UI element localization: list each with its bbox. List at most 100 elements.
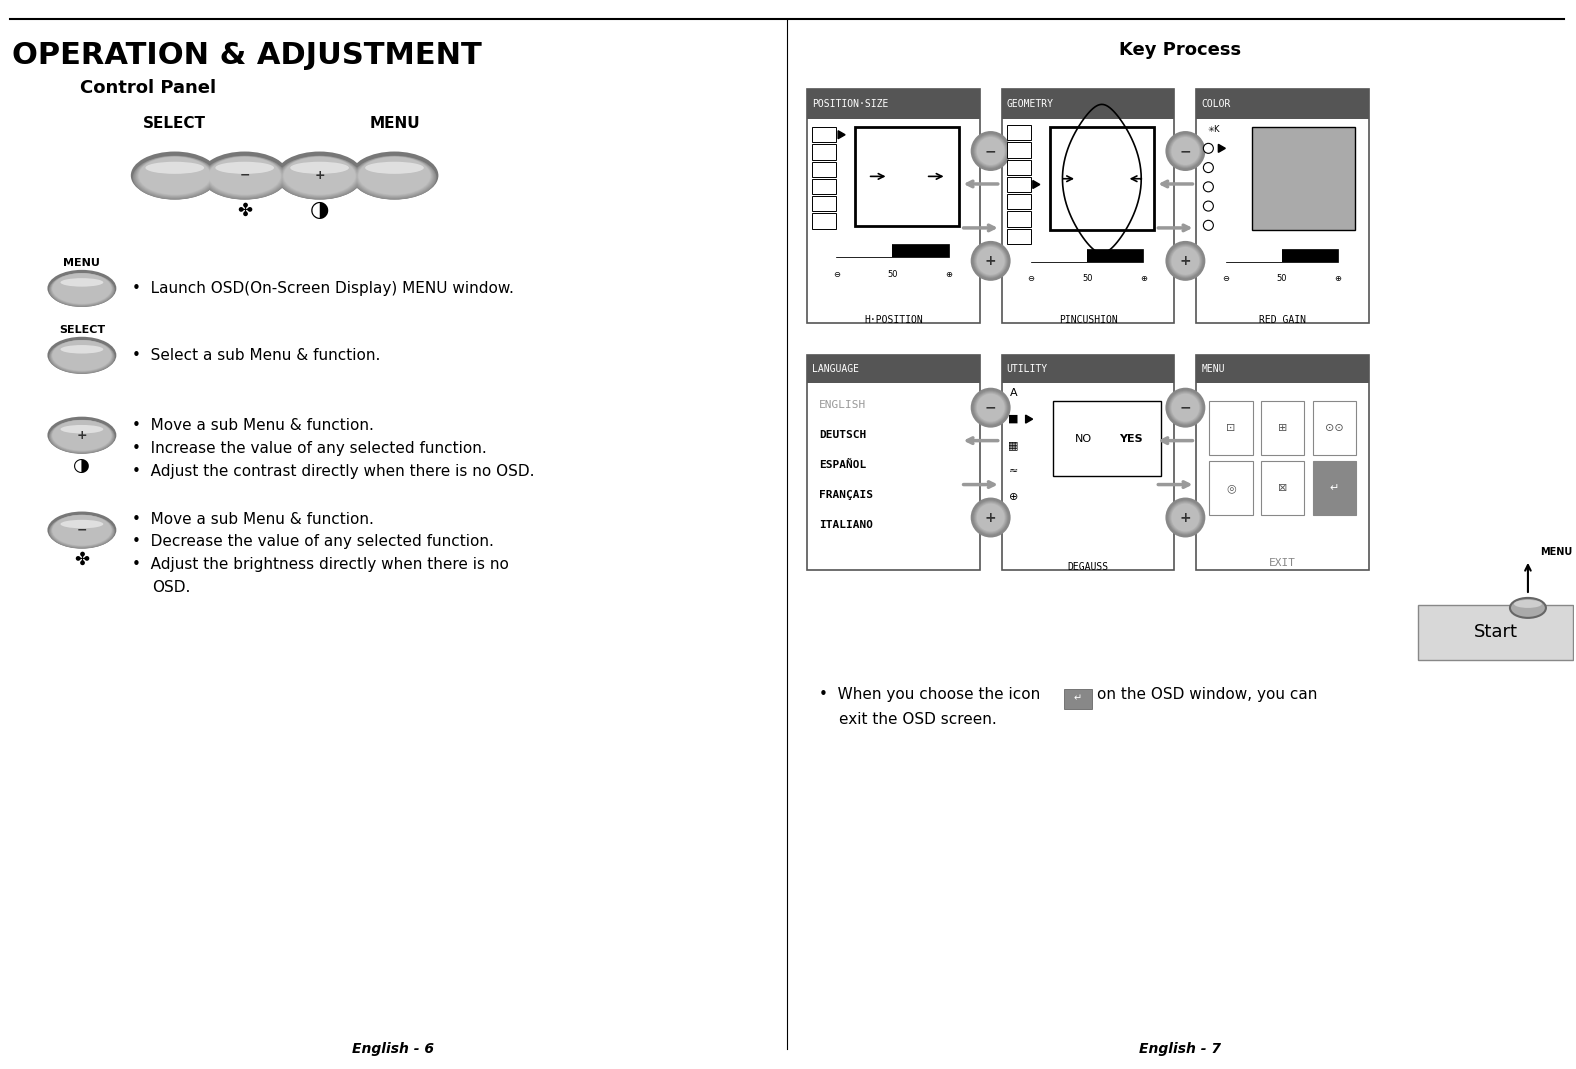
- Ellipse shape: [60, 425, 104, 433]
- FancyBboxPatch shape: [1226, 249, 1338, 262]
- Ellipse shape: [47, 337, 117, 374]
- FancyBboxPatch shape: [1050, 127, 1154, 230]
- Ellipse shape: [1171, 137, 1199, 165]
- Ellipse shape: [1168, 390, 1204, 425]
- Ellipse shape: [976, 502, 1005, 532]
- Ellipse shape: [49, 515, 113, 548]
- Text: •  Adjust the brightness directly when there is no: • Adjust the brightness directly when th…: [132, 557, 509, 573]
- FancyBboxPatch shape: [1226, 249, 1281, 262]
- Ellipse shape: [50, 274, 113, 305]
- Text: ⊖: ⊖: [832, 269, 840, 279]
- Text: ✤: ✤: [74, 551, 90, 569]
- Text: ⊙⊙: ⊙⊙: [1325, 423, 1344, 433]
- Ellipse shape: [971, 388, 1010, 428]
- FancyBboxPatch shape: [1007, 229, 1031, 244]
- Text: LANGUAGE: LANGUAGE: [812, 365, 859, 374]
- Polygon shape: [1218, 144, 1226, 153]
- Text: SELECT: SELECT: [143, 115, 206, 130]
- Text: COLOR: COLOR: [1201, 98, 1231, 109]
- Ellipse shape: [203, 156, 287, 200]
- Text: −: −: [1179, 144, 1191, 158]
- FancyBboxPatch shape: [1209, 401, 1253, 454]
- Ellipse shape: [145, 161, 205, 174]
- Text: DEUTSCH: DEUTSCH: [820, 430, 867, 440]
- FancyBboxPatch shape: [1196, 89, 1370, 119]
- Text: −: −: [77, 524, 87, 537]
- Text: GEOMETRY: GEOMETRY: [1007, 98, 1054, 109]
- Ellipse shape: [52, 274, 112, 305]
- Text: ◑: ◑: [310, 201, 329, 220]
- Ellipse shape: [1515, 600, 1541, 608]
- Text: on the OSD window, you can: on the OSD window, you can: [1097, 687, 1318, 702]
- Ellipse shape: [977, 137, 1004, 165]
- Ellipse shape: [49, 340, 113, 373]
- FancyBboxPatch shape: [1007, 195, 1031, 210]
- Ellipse shape: [52, 274, 112, 304]
- FancyBboxPatch shape: [1002, 355, 1174, 570]
- Ellipse shape: [356, 156, 432, 196]
- Ellipse shape: [52, 515, 112, 545]
- Ellipse shape: [60, 278, 104, 286]
- Text: YES: YES: [1119, 434, 1143, 444]
- Text: −: −: [985, 144, 996, 158]
- Text: •  Increase the value of any selected function.: • Increase the value of any selected fun…: [132, 440, 487, 455]
- Ellipse shape: [49, 420, 115, 454]
- Ellipse shape: [281, 156, 359, 198]
- Text: ⊕: ⊕: [1335, 275, 1341, 283]
- Text: •  Launch OSD(On-Screen Display) MENU window.: • Launch OSD(On-Screen Display) MENU win…: [132, 281, 514, 296]
- FancyBboxPatch shape: [1007, 159, 1031, 175]
- FancyBboxPatch shape: [1002, 355, 1174, 383]
- Ellipse shape: [50, 420, 113, 452]
- FancyBboxPatch shape: [812, 161, 837, 176]
- FancyBboxPatch shape: [1196, 355, 1370, 383]
- Ellipse shape: [136, 156, 213, 197]
- Ellipse shape: [1169, 501, 1201, 533]
- Text: ⊖: ⊖: [1028, 275, 1034, 283]
- Ellipse shape: [276, 152, 364, 200]
- Polygon shape: [1032, 181, 1040, 188]
- Ellipse shape: [290, 161, 348, 174]
- Ellipse shape: [1171, 503, 1199, 531]
- Text: A: A: [1010, 388, 1018, 398]
- Text: RED GAIN: RED GAIN: [1259, 315, 1307, 325]
- Text: ≈: ≈: [1009, 466, 1018, 476]
- Ellipse shape: [49, 515, 115, 548]
- FancyBboxPatch shape: [856, 127, 958, 226]
- Ellipse shape: [977, 503, 1004, 531]
- Ellipse shape: [1168, 243, 1204, 279]
- Ellipse shape: [137, 156, 213, 196]
- Text: •  When you choose the icon: • When you choose the icon: [820, 687, 1040, 702]
- Ellipse shape: [353, 156, 435, 199]
- Ellipse shape: [355, 156, 435, 198]
- Ellipse shape: [1165, 497, 1206, 538]
- FancyBboxPatch shape: [807, 89, 980, 119]
- Ellipse shape: [1168, 133, 1204, 169]
- FancyBboxPatch shape: [1007, 142, 1031, 157]
- Text: 50: 50: [887, 269, 898, 279]
- Ellipse shape: [977, 393, 1004, 421]
- Ellipse shape: [976, 246, 1005, 276]
- Ellipse shape: [52, 340, 112, 371]
- Text: DEGAUSS: DEGAUSS: [1067, 562, 1108, 572]
- FancyBboxPatch shape: [1064, 688, 1092, 709]
- FancyBboxPatch shape: [1313, 401, 1357, 454]
- Ellipse shape: [974, 245, 1007, 277]
- Ellipse shape: [206, 156, 282, 196]
- Text: 50: 50: [1081, 275, 1092, 283]
- Ellipse shape: [132, 156, 217, 200]
- Ellipse shape: [1168, 390, 1202, 424]
- Ellipse shape: [50, 515, 113, 547]
- Ellipse shape: [972, 243, 1009, 279]
- Ellipse shape: [279, 156, 359, 198]
- Text: ⊡: ⊡: [1226, 423, 1236, 433]
- Ellipse shape: [52, 340, 112, 371]
- Ellipse shape: [216, 161, 274, 174]
- Ellipse shape: [1171, 393, 1199, 421]
- Ellipse shape: [1171, 136, 1201, 166]
- Ellipse shape: [1204, 220, 1214, 230]
- Ellipse shape: [1204, 201, 1214, 211]
- Text: UTILITY: UTILITY: [1007, 365, 1048, 374]
- Ellipse shape: [1171, 247, 1199, 275]
- Text: POSITION·SIZE: POSITION·SIZE: [812, 98, 889, 109]
- Ellipse shape: [353, 156, 437, 200]
